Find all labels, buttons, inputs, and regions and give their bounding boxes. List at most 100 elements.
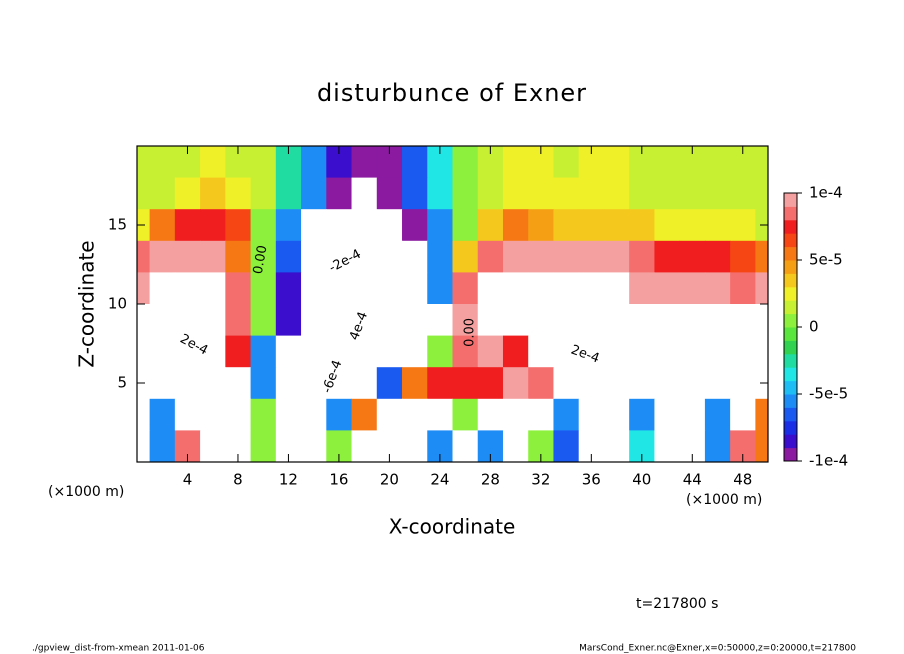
cell bbox=[528, 272, 554, 305]
cell bbox=[402, 335, 428, 368]
x-tick-label: 28 bbox=[481, 471, 500, 489]
cell bbox=[137, 304, 151, 337]
cell bbox=[137, 240, 151, 273]
chart-title: disturbunce of Exner bbox=[317, 79, 587, 107]
cell bbox=[326, 240, 353, 273]
cell bbox=[452, 177, 479, 210]
cell bbox=[301, 398, 327, 431]
cell bbox=[730, 177, 756, 210]
cell bbox=[200, 240, 226, 273]
cell bbox=[654, 367, 681, 400]
cell bbox=[553, 177, 580, 210]
cell bbox=[301, 335, 327, 368]
colorbar-band bbox=[784, 300, 797, 315]
cell bbox=[603, 177, 630, 210]
cell bbox=[149, 335, 176, 368]
cell bbox=[402, 209, 428, 242]
cell bbox=[225, 177, 252, 210]
cell bbox=[502, 335, 529, 368]
cell bbox=[137, 335, 151, 368]
x-tick-label: 48 bbox=[733, 471, 752, 489]
y-tick-label: 5 bbox=[117, 374, 127, 392]
x-axis-label: X-coordinate bbox=[389, 515, 516, 539]
y-unit: (×1000 m) bbox=[48, 484, 124, 500]
cell bbox=[275, 304, 302, 337]
cell bbox=[679, 240, 706, 273]
cell bbox=[704, 240, 731, 273]
cell bbox=[528, 209, 554, 242]
cell bbox=[603, 272, 630, 305]
cell bbox=[351, 146, 378, 179]
cell bbox=[704, 335, 731, 368]
cell bbox=[376, 209, 403, 242]
cell bbox=[200, 398, 226, 431]
cell bbox=[704, 209, 731, 242]
cell bbox=[452, 146, 479, 179]
cell bbox=[174, 304, 201, 337]
cell bbox=[553, 304, 580, 337]
y-tick-label: 15 bbox=[108, 216, 127, 234]
colorbar-band bbox=[784, 246, 797, 261]
cell bbox=[553, 367, 580, 400]
cell bbox=[301, 430, 327, 463]
cell bbox=[402, 430, 428, 463]
cell bbox=[174, 240, 201, 273]
colorbar-band bbox=[784, 313, 797, 328]
cell bbox=[137, 146, 151, 179]
cell bbox=[654, 398, 681, 431]
cell bbox=[200, 335, 226, 368]
cell bbox=[225, 272, 252, 305]
cell bbox=[477, 272, 504, 305]
cell bbox=[275, 367, 302, 400]
cell bbox=[137, 398, 151, 431]
cell bbox=[553, 209, 580, 242]
colorbar-tick-label: -5e-5 bbox=[809, 385, 848, 403]
cell bbox=[629, 177, 655, 210]
x-tick-label: 24 bbox=[430, 471, 449, 489]
colorbar-band bbox=[784, 407, 797, 422]
cell bbox=[578, 272, 605, 305]
cell bbox=[427, 240, 453, 273]
cell bbox=[730, 335, 756, 368]
cell bbox=[351, 430, 378, 463]
cell bbox=[755, 335, 769, 368]
cell bbox=[301, 272, 327, 305]
cell bbox=[225, 209, 252, 242]
cell bbox=[351, 177, 378, 210]
cell bbox=[225, 398, 252, 431]
colorbar-tick-label: -1e-4 bbox=[809, 452, 848, 470]
cell bbox=[730, 209, 756, 242]
cell bbox=[137, 177, 151, 210]
cell bbox=[755, 304, 769, 337]
cell bbox=[528, 367, 554, 400]
x-tick-label: 20 bbox=[380, 471, 399, 489]
colorbar-band bbox=[784, 206, 797, 221]
cell bbox=[654, 272, 681, 305]
cell bbox=[755, 177, 769, 210]
colorbar-band bbox=[784, 327, 797, 341]
cell bbox=[376, 240, 403, 273]
cell bbox=[477, 335, 504, 368]
cell bbox=[402, 146, 428, 179]
cell bbox=[275, 177, 302, 210]
cell bbox=[603, 209, 630, 242]
cell bbox=[755, 272, 769, 305]
cell bbox=[704, 146, 731, 179]
cell bbox=[351, 272, 378, 305]
cell bbox=[704, 304, 731, 337]
cell bbox=[679, 272, 706, 305]
cell bbox=[629, 240, 655, 273]
cell bbox=[149, 240, 176, 273]
colorbar-band bbox=[784, 286, 797, 301]
cell bbox=[755, 240, 769, 273]
contour-label: 0.00 bbox=[463, 318, 478, 347]
cell bbox=[200, 146, 226, 179]
colorbar-band bbox=[784, 420, 797, 435]
colorbar-band bbox=[784, 193, 797, 207]
contour-label: 0.00 bbox=[251, 244, 271, 275]
cell bbox=[149, 177, 176, 210]
cell bbox=[502, 272, 529, 305]
cell bbox=[275, 240, 302, 273]
cell bbox=[174, 335, 201, 368]
cell bbox=[200, 304, 226, 337]
